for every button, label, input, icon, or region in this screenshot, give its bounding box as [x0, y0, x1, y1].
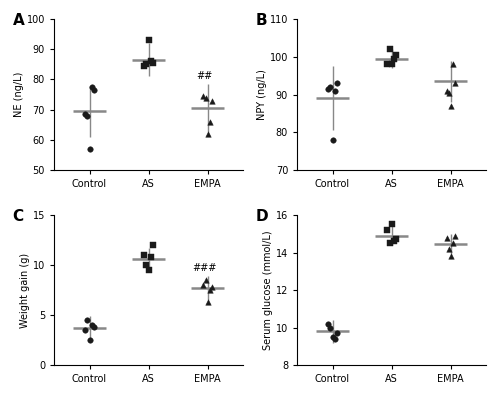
Point	[388, 221, 396, 228]
Point	[88, 322, 96, 328]
Point	[442, 234, 450, 241]
Point	[446, 103, 454, 109]
Point	[330, 336, 338, 342]
Text: C: C	[12, 209, 24, 224]
Point	[82, 111, 90, 117]
Point	[204, 131, 212, 137]
Point	[208, 284, 216, 290]
Point	[330, 88, 338, 94]
Point	[390, 56, 398, 62]
Point	[388, 61, 396, 68]
Point	[444, 90, 452, 96]
Point	[140, 252, 148, 258]
Point	[90, 87, 98, 93]
Point	[90, 324, 98, 330]
Point	[392, 236, 400, 242]
Y-axis label: Serum glucose (mmol/L): Serum glucose (mmol/L)	[263, 230, 273, 350]
Point	[324, 86, 332, 92]
Point	[332, 80, 340, 86]
Y-axis label: NPY (ng/L): NPY (ng/L)	[257, 69, 267, 120]
Point	[144, 37, 152, 44]
Point	[84, 112, 92, 119]
Point	[148, 242, 156, 248]
Point	[451, 80, 459, 86]
Text: ###: ###	[192, 263, 217, 273]
Y-axis label: Weight gain (g): Weight gain (g)	[20, 252, 30, 328]
Point	[88, 84, 96, 90]
Point	[142, 61, 150, 68]
Point	[328, 334, 336, 340]
Point	[444, 246, 452, 252]
Point	[442, 88, 450, 94]
Text: ##: ##	[196, 71, 213, 81]
Point	[206, 287, 214, 293]
Y-axis label: NE (ng/L): NE (ng/L)	[14, 72, 24, 117]
Point	[390, 238, 398, 244]
Point	[200, 93, 207, 99]
Text: A: A	[12, 14, 24, 29]
Point	[448, 240, 456, 246]
Point	[392, 52, 400, 58]
Point	[451, 232, 459, 239]
Point	[202, 277, 209, 283]
Point	[146, 58, 154, 64]
Point	[328, 137, 336, 143]
Point	[200, 282, 207, 288]
Point	[146, 254, 154, 260]
Point	[384, 227, 392, 233]
Point	[386, 240, 394, 246]
Point	[206, 118, 214, 125]
Point	[448, 61, 456, 68]
Point	[86, 145, 94, 152]
Point	[332, 330, 340, 336]
Point	[86, 337, 94, 343]
Point	[202, 94, 209, 101]
Point	[324, 321, 332, 327]
Point	[446, 253, 454, 259]
Point	[142, 262, 150, 268]
Point	[84, 317, 92, 323]
Point	[204, 299, 212, 305]
Point	[384, 61, 392, 68]
Point	[82, 327, 90, 333]
Point	[326, 324, 334, 331]
Point	[144, 267, 152, 273]
Point	[208, 98, 216, 104]
Point	[140, 63, 148, 69]
Text: B: B	[256, 14, 267, 29]
Point	[386, 46, 394, 53]
Text: D: D	[256, 209, 268, 224]
Point	[148, 60, 156, 66]
Point	[326, 84, 334, 90]
